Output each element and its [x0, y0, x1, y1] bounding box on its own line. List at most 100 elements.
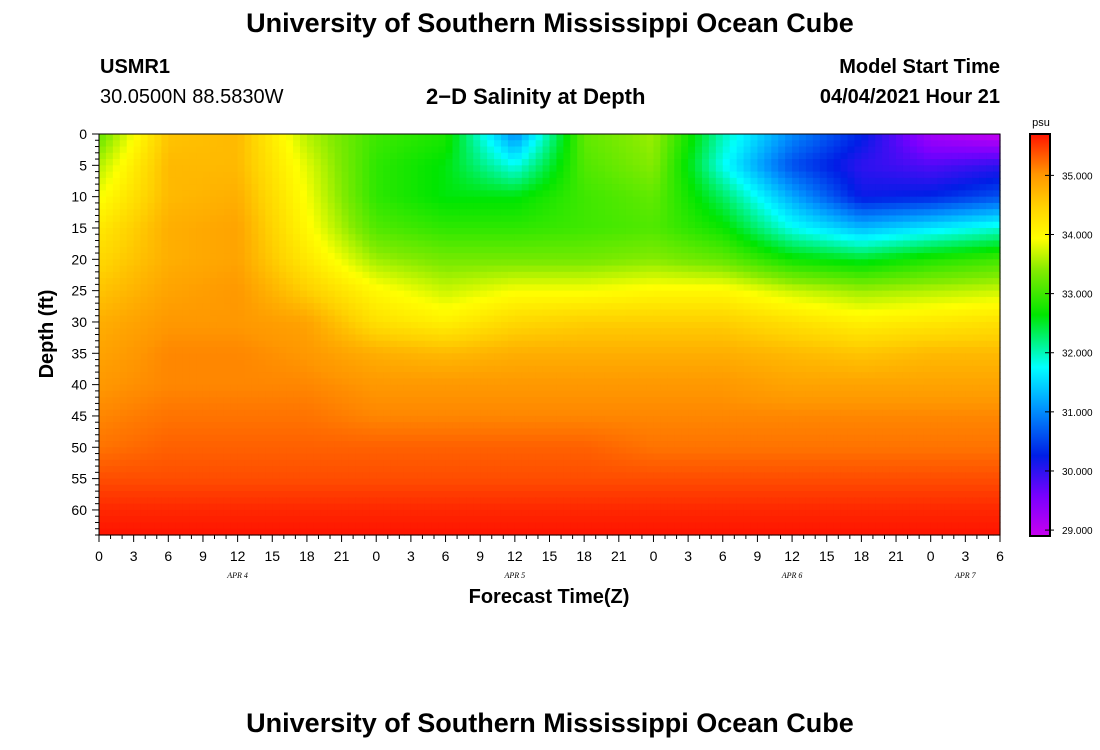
heatmap-cell	[625, 209, 634, 217]
heatmap-cell	[743, 278, 752, 285]
heatmap-cell	[473, 353, 481, 361]
heatmap-cell	[930, 340, 939, 348]
heatmap-cell	[584, 240, 592, 248]
heatmap-cell	[563, 259, 571, 267]
heatmap-cell	[417, 165, 426, 173]
heatmap-cell	[494, 209, 502, 217]
heatmap-cell	[487, 334, 495, 342]
heatmap-cell	[958, 165, 966, 173]
heatmap-cell	[112, 340, 121, 348]
heatmap-cell	[133, 140, 142, 148]
heatmap-cell	[528, 359, 537, 367]
heatmap-cell	[500, 271, 509, 279]
heatmap-cell	[778, 227, 786, 235]
heatmap-cell	[237, 359, 246, 367]
heatmap-cell	[882, 177, 890, 185]
heatmap-cell	[348, 359, 357, 367]
heatmap-cell	[701, 171, 710, 179]
heatmap-cell	[168, 253, 176, 260]
heatmap-cell	[99, 303, 107, 311]
heatmap-cell	[487, 177, 495, 185]
heatmap-cell	[320, 152, 329, 160]
heatmap-cell	[660, 165, 668, 173]
heatmap-cell	[958, 365, 966, 373]
heatmap-cell	[861, 347, 869, 354]
heatmap-cell	[667, 259, 675, 267]
heatmap-cell	[216, 347, 225, 354]
heatmap-cell	[445, 265, 454, 273]
heatmap-cell	[279, 190, 287, 198]
heatmap-cell	[896, 246, 904, 254]
heatmap-cell	[986, 246, 994, 254]
heatmap-cell	[341, 334, 350, 342]
heatmap-cell	[279, 259, 287, 267]
heatmap-cell	[528, 253, 537, 260]
heatmap-cell	[591, 177, 599, 185]
heatmap-cell	[708, 171, 717, 179]
heatmap-cell	[431, 171, 440, 179]
heatmap-cell	[674, 171, 682, 179]
heatmap-cell	[189, 227, 197, 235]
heatmap-cell	[362, 303, 370, 311]
heatmap-cell	[431, 353, 440, 361]
heatmap-cell	[196, 321, 204, 329]
heatmap-cell	[944, 296, 953, 304]
heatmap-cell	[868, 159, 876, 166]
heatmap-cell	[105, 353, 114, 361]
heatmap-cell	[424, 271, 433, 279]
heatmap-cell	[473, 278, 481, 285]
heatmap-cell	[646, 353, 655, 361]
heatmap-cell	[965, 259, 973, 267]
heatmap-cell	[979, 278, 987, 285]
heatmap-cell	[930, 165, 939, 173]
heatmap-cell	[916, 152, 925, 160]
heatmap-cell	[466, 328, 474, 336]
heatmap-cell	[604, 146, 613, 154]
heatmap-cell	[812, 328, 821, 336]
heatmap-cell	[695, 246, 703, 254]
heatmap-cell	[168, 347, 176, 354]
heatmap-cell	[133, 253, 142, 260]
heatmap-cell	[355, 365, 363, 373]
heatmap-cell	[667, 246, 675, 254]
heatmap-cell	[161, 184, 169, 191]
heatmap-cell	[916, 253, 925, 260]
heatmap-cell	[840, 353, 849, 361]
heatmap-cell	[819, 209, 828, 217]
heatmap-cell	[667, 353, 675, 361]
heatmap-cell	[819, 265, 828, 273]
heatmap-cell	[722, 234, 731, 242]
heatmap-cell	[403, 246, 412, 254]
heatmap-cell	[459, 234, 467, 242]
heatmap-cell	[792, 365, 800, 373]
heatmap-cell	[764, 296, 772, 304]
heatmap-cell	[805, 284, 814, 292]
heatmap-cell	[584, 221, 592, 229]
heatmap-cell	[729, 140, 738, 148]
heatmap-cell	[916, 134, 925, 141]
heatmap-cell	[660, 196, 668, 204]
heatmap-cell	[944, 278, 953, 285]
heatmap-cell	[854, 146, 862, 154]
heatmap-cell	[909, 347, 918, 354]
heatmap-cell	[251, 265, 260, 273]
heatmap-cell	[930, 334, 939, 342]
heatmap-cell	[535, 259, 544, 267]
heatmap-cell	[743, 240, 752, 248]
heatmap-cell	[923, 140, 932, 148]
heatmap-cell	[591, 246, 599, 254]
heatmap-cell	[362, 296, 370, 304]
heatmap-cell	[528, 259, 537, 267]
heatmap-cell	[119, 359, 128, 367]
heatmap-cell	[930, 265, 939, 273]
heatmap-cell	[293, 177, 301, 185]
heatmap-cell	[750, 334, 759, 342]
heatmap-cell	[591, 334, 599, 342]
heatmap-cell	[272, 134, 280, 141]
heatmap-cell	[625, 347, 634, 354]
heatmap-cell	[965, 359, 973, 367]
heatmap-cell	[397, 253, 405, 260]
heatmap-cell	[320, 340, 329, 348]
heatmap-cell	[868, 340, 876, 348]
heatmap-cell	[743, 159, 752, 166]
